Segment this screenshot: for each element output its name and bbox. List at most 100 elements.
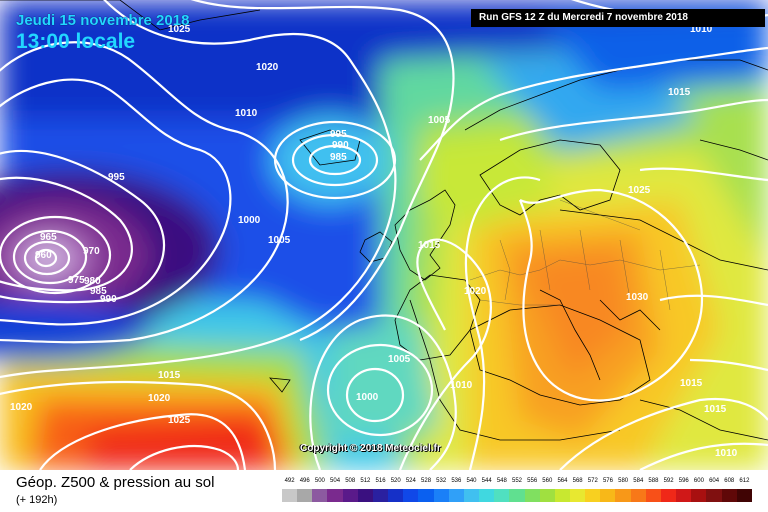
isobar-label: 965 [40,232,57,243]
color-scale-label: 496 [299,478,310,484]
isobar-label: 1010 [690,24,713,35]
isobar-label: 1025 [168,24,191,35]
forecast-date: Jeudi 15 novembre 2018 [16,12,190,29]
isobar-label: 1010 [450,380,473,391]
color-scale-label: 572 [587,478,598,484]
color-scale-swatch [463,489,480,502]
isobar-label: 1000 [356,392,379,403]
color-scale-swatch [342,489,358,502]
isobar-label: 1010 [235,108,258,119]
color-scale-swatch [660,489,677,502]
color-scale-label: 516 [375,478,386,484]
color-scale-label: 568 [572,478,583,484]
pressure-map: 1025 1010 1020 1010 1005 995 990 985 995… [0,0,768,470]
color-scale-swatch [418,489,434,502]
isobar-label: 970 [83,246,100,257]
isobar-label: 1005 [388,354,411,365]
color-scale-label: 612 [739,478,750,484]
color-scale-label: 512 [360,478,371,484]
color-scale-label: 584 [633,478,644,484]
color-scale-swatch [630,489,646,502]
color-scale-swatch [676,489,692,502]
isobar-label: 1015 [668,87,691,98]
color-scale-swatch [539,489,555,502]
borders [469,199,701,311]
color-scale-swatch [357,489,373,502]
color-scale-label: 500 [314,478,325,484]
color-scale-swatch [388,489,404,502]
color-scale-swatch [721,489,737,502]
isobar-label: 1005 [428,115,451,126]
color-scale-swatch [569,489,586,502]
color-scale-swatch [372,489,389,502]
isobar-label: 960 [35,250,52,261]
color-scale-swatch [554,489,570,502]
isobar-label: 1015 [704,404,727,415]
color-scale-swatch [615,489,631,502]
isobar-label: 1020 [148,393,171,404]
color-scale-label: 536 [451,478,462,484]
isobar-label: 985 [330,152,347,163]
color-scale-label: 576 [602,478,613,484]
map-title: Géop. Z500 & pression au sol [16,474,215,491]
color-scale-swatch [494,489,510,502]
isobar-label: 985 [90,286,107,297]
isobar-labels: 1025 1010 1020 1010 1005 995 990 985 995… [10,24,738,459]
isobar-label: 1005 [268,235,291,246]
color-scale-label: 608 [724,478,735,484]
color-scale-label: 544 [481,478,492,484]
color-scale-label: 532 [436,478,447,484]
color-scale-label: 588 [648,478,659,484]
color-scale-swatch [645,489,661,502]
isobar-label: 1020 [256,62,279,73]
color-scale-label: 548 [496,478,507,484]
color-scale-swatch [312,489,328,502]
color-scale-label: 492 [284,478,295,484]
color-scale-swatch [691,489,707,502]
color-scale-label: 528 [421,478,432,484]
color-scale-label: 524 [405,478,416,484]
isobar-label: 1015 [418,240,441,251]
color-scale-label: 564 [557,478,568,484]
isobar-label: 1025 [168,415,191,426]
map-subtitle: (+ 192h) [16,494,58,506]
color-scale-label: 560 [542,478,553,484]
isobar-label: 990 [100,294,117,305]
color-scale-swatch [524,489,540,502]
color-scale-swatch [585,489,601,502]
color-scale-swatch [282,489,298,502]
isobar-label: 1020 [464,286,487,297]
color-scale-label: 600 [693,478,704,484]
isobar-label: 1010 [715,448,738,459]
color-scale-swatch [736,489,752,502]
isobar-label: 1030 [626,292,649,303]
isobar-label: 1000 [238,215,261,226]
color-scale-swatch [403,489,419,502]
color-scale-swatch [479,489,495,502]
isobar-label: 995 [108,172,125,183]
color-scale-swatch [297,489,313,502]
color-scale-labels: 492 496 500 504 508 512 516 520 524 528 532 536 540 5… [282,478,752,488]
isobar-label: 995 [330,129,347,140]
isobar-label: 990 [332,140,349,151]
isobar-label: 980 [84,276,101,287]
color-scale-swatch [327,489,343,502]
color-scale: 492 496 500 504 508 512 516 520 524 528 532 536 540 5… [282,478,752,506]
color-scale-swatch [706,489,722,502]
color-scale-swatch [448,489,464,502]
color-scale-swatch [600,489,616,502]
color-scale-swatch [509,489,525,502]
model-run-info: Run GFS 12 Z du Mercredi 7 novembre 2018 [471,9,765,27]
color-scale-label: 604 [709,478,720,484]
isobars [0,0,768,470]
color-scale-swatch [433,489,449,502]
color-scale-label: 504 [330,478,341,484]
color-scale-label: 592 [663,478,674,484]
isobar-label: 1015 [158,370,181,381]
isobar-label: 975 [68,275,85,286]
color-scale-label: 552 [511,478,522,484]
isobar-label: 1020 [10,402,33,413]
color-scale-label: 556 [527,478,538,484]
isobar-label: 1015 [680,378,703,389]
